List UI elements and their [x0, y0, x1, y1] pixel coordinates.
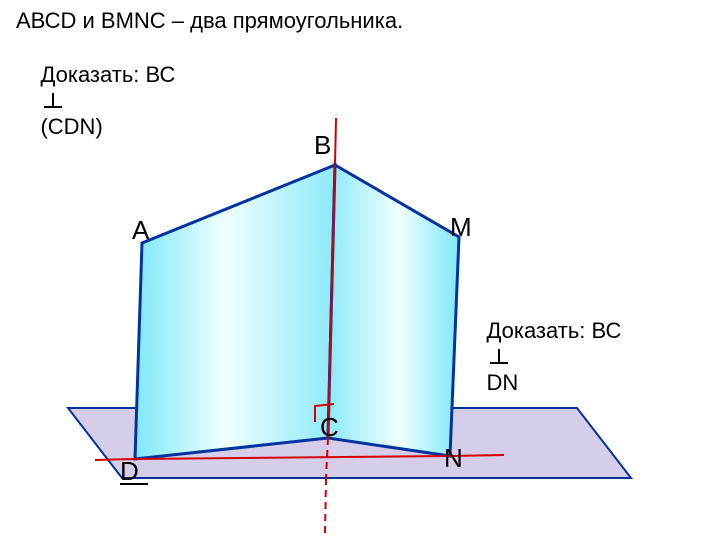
label-m: М [450, 212, 472, 243]
rect-abcd [135, 165, 335, 459]
geometry-diagram [0, 0, 720, 540]
line-bc-lower-ext [325, 478, 326, 534]
label-b: B [314, 130, 331, 161]
rect-bmnc [328, 165, 459, 456]
line-bc-upper-ext [335, 118, 336, 165]
label-d: D [120, 456, 139, 487]
label-a: А [132, 215, 149, 246]
figure-canvas: АВСD и ВMNC – два прямоугольника. Доказа… [0, 0, 720, 540]
label-c: С [320, 412, 339, 443]
label-n: N [444, 443, 463, 474]
